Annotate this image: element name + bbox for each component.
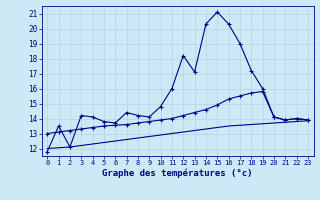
X-axis label: Graphe des températures (°c): Graphe des températures (°c) (102, 169, 253, 178)
